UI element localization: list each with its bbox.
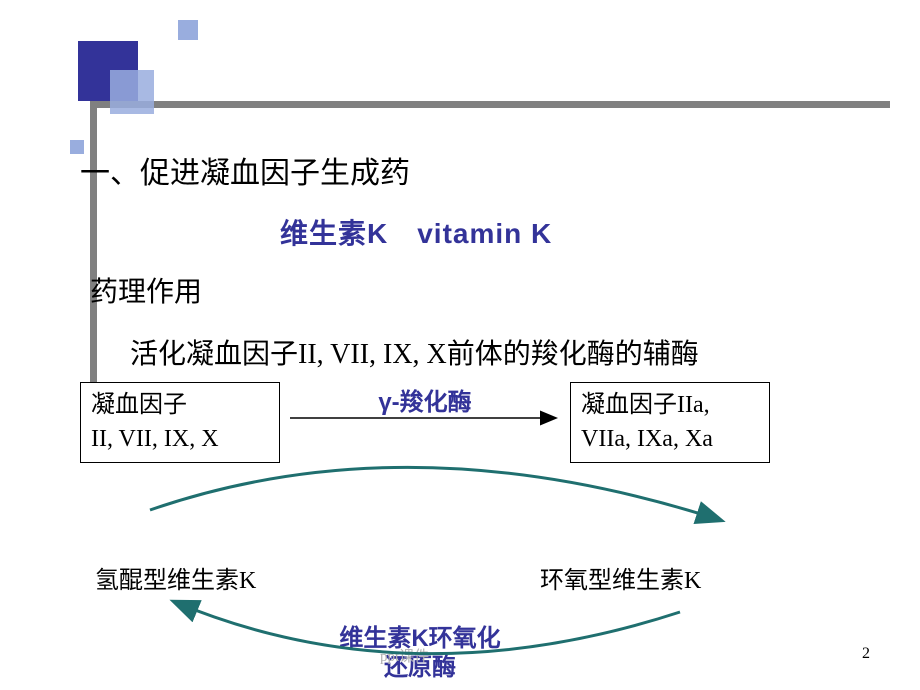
body-text: 活化凝血因子II, VII, IX, X前体的羧化酶的辅酶 bbox=[130, 332, 699, 372]
curve-top-arrow bbox=[150, 467, 720, 520]
gamma-carboxylase-label: γ-羧化酶 bbox=[330, 382, 520, 417]
box-left-line1: 凝血因子 bbox=[91, 389, 269, 423]
subtitle-vitamin-k: 维生素K vitamin K bbox=[280, 212, 552, 252]
box-precursor-factors: 凝血因子 II, VII, IX, X bbox=[80, 382, 280, 463]
epoxide-vitk-label: 环氧型维生素K bbox=[540, 560, 701, 595]
box-left-line2: II, VII, IX, X bbox=[91, 423, 269, 457]
decor-horizontal-bar bbox=[90, 101, 890, 108]
hydroquinone-vitk-label: 氢醌型维生素K bbox=[95, 560, 256, 595]
section-heading: 一、促进凝血因子生成药 bbox=[80, 148, 410, 192]
page-number: 2 bbox=[862, 645, 870, 663]
box-active-factors: 凝血因子IIa, VIIa, IXa, Xa bbox=[570, 382, 770, 463]
footer-text: ppt课件 bbox=[380, 645, 429, 666]
box-right-line2: VIIa, IXa, Xa bbox=[581, 423, 759, 457]
decor-square-light-overlap bbox=[110, 70, 154, 114]
box-right-line1: 凝血因子IIa, bbox=[581, 389, 759, 423]
pharmacology-heading: 药理作用 bbox=[90, 270, 202, 310]
decor-square-small-top bbox=[178, 20, 198, 40]
